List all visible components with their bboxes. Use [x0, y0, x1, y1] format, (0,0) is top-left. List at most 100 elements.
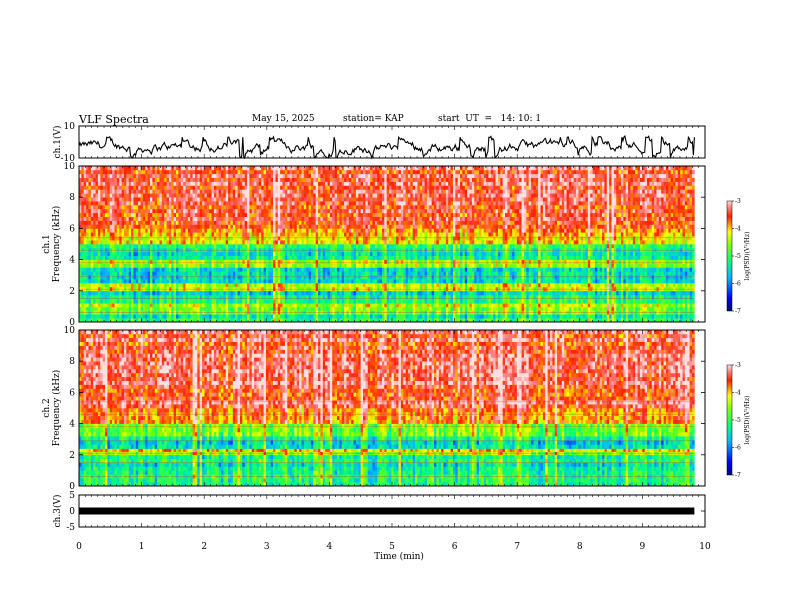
ch1-spectrogram-cell: [536, 307, 539, 311]
ch1-spectrogram-cell: [692, 291, 695, 295]
ch1-spectrogram-cell: [661, 303, 664, 307]
ch1-spectrogram-cell: [81, 260, 84, 264]
ch1-spectrogram-cell: [131, 307, 134, 311]
ch1-spectrogram-cell: [214, 264, 217, 268]
ch1-spectrogram-cell: [193, 283, 196, 287]
ch1-spectrogram-cell: [441, 264, 444, 268]
ch1-spectrogram-cell: [380, 271, 383, 275]
ch1-spectrogram-cell: [514, 307, 517, 311]
ch1-spectrogram-cell: [638, 267, 641, 271]
ch1-spectrogram-cell: [656, 307, 659, 311]
ch1-spectrogram-cell: [100, 256, 103, 260]
ch1-spectrogram-cell: [297, 267, 300, 271]
ch1-spectrogram-cell: [287, 283, 290, 287]
ch1-spectrogram-cell: [242, 256, 245, 260]
ch1-spectrogram-cell: [559, 314, 562, 318]
ch1-spectrogram-cell: [226, 279, 229, 283]
ch1-spectrogram-cell: [630, 303, 633, 307]
ch1-spectrogram-cell: [98, 256, 101, 260]
ch1-spectrogram-cell: [226, 303, 229, 307]
ch1-spectrogram-cell: [301, 283, 304, 287]
ch1-spectrogram-cell: [242, 291, 245, 295]
ch1-spectrogram-cell: [581, 303, 584, 307]
ch1-spectrogram-cell: [349, 303, 352, 307]
ch1-spectrogram-cell: [548, 314, 551, 318]
ch1-spectrogram-cell: [223, 299, 226, 303]
ch1-spectrogram-cell: [273, 283, 276, 287]
ch1-spectrogram-cell: [604, 303, 607, 307]
ch1-spectrogram-cell: [659, 275, 662, 279]
ch1-spectrogram-cell: [583, 267, 586, 271]
ch1-spectrogram-cell: [522, 314, 525, 318]
ch1-spectrogram-cell: [391, 264, 394, 268]
ch1-spectrogram-cell: [391, 279, 394, 283]
ch1-spectrogram-cell: [673, 307, 676, 311]
ch1-spectrogram-cell: [692, 279, 695, 283]
ch1-spectrogram-cell: [254, 307, 257, 311]
ch1-spectrogram-cell: [557, 283, 560, 287]
ch1-spectrogram-cell: [628, 279, 631, 283]
ch1-spectrogram-cell: [673, 271, 676, 275]
ch1-spectrogram-cell: [574, 267, 577, 271]
ch1-spectrogram-cell: [436, 271, 439, 275]
ch1-spectrogram-cell: [623, 303, 626, 307]
ch1-spectrogram-cell: [664, 264, 667, 268]
ch1-spectrogram-cell: [519, 283, 522, 287]
ch1-spectrogram-cell: [328, 279, 331, 283]
ch1-spectrogram-cell: [318, 256, 321, 260]
ch1-spectrogram-cell: [559, 291, 562, 295]
ch1-spectrogram-cell: [145, 299, 148, 303]
ch1-spectrogram-cell: [257, 275, 260, 279]
ch1-spectrogram-cell: [169, 264, 172, 268]
ch1-spectrogram-cell: [233, 279, 236, 283]
ch1-spectrogram-cell: [590, 279, 593, 283]
ch1-spectrogram-cell: [380, 307, 383, 311]
ch1-spectrogram-cell: [642, 283, 645, 287]
ch1-spectrogram-cell: [396, 307, 399, 311]
ch1-spectrogram-cell: [264, 256, 267, 260]
ch1-spectrogram-cell: [401, 279, 404, 283]
ch1-spectrogram-cell: [164, 264, 167, 268]
ch1-spectrogram-cell: [209, 256, 212, 260]
ch1-spectrogram-cell: [209, 275, 212, 279]
ch1-spectrogram-cell: [604, 271, 607, 275]
ch1-spectrogram-cell: [496, 307, 499, 311]
ch1-spectrogram-cell: [455, 260, 458, 264]
ch1-spectrogram-cell: [524, 260, 527, 264]
ch1-spectrogram-cell: [432, 307, 435, 311]
ch1-spectrogram-cell: [564, 314, 567, 318]
ch1-spectrogram-cell: [235, 279, 238, 283]
ch1-spectrogram-cell: [110, 299, 113, 303]
ch1-spectrogram-cell: [195, 307, 198, 311]
ch1-spectrogram-cell: [346, 271, 349, 275]
ch1-spectrogram-cell: [252, 267, 255, 271]
ch1-spectrogram-cell: [339, 256, 342, 260]
ch1-spectrogram-cell: [212, 260, 215, 264]
ch1-spectrogram-cell: [690, 291, 693, 295]
ch1-spectrogram-cell: [460, 283, 463, 287]
ch1-spectrogram-cell: [328, 260, 331, 264]
ch1-spectrogram-cell: [595, 303, 598, 307]
ch1-spectrogram-cell: [590, 307, 593, 311]
ch1-spectrogram-cell: [238, 303, 241, 307]
ch1-spectrogram-cell: [112, 271, 115, 275]
ch1-spectrogram-cell: [318, 279, 321, 283]
ch1-spectrogram-cell: [261, 260, 264, 264]
ch1-spectrogram-cell: [115, 260, 118, 264]
ch1-spectrogram-cell: [174, 256, 177, 260]
ch1-spectrogram-cell: [98, 260, 101, 264]
ch1-spectrogram-cell: [297, 283, 300, 287]
ch1-spectrogram-cell: [550, 275, 553, 279]
ch1-spectrogram-cell: [481, 291, 484, 295]
ch1-spectrogram-cell: [259, 314, 262, 318]
ch1-spectrogram-cell: [273, 256, 276, 260]
ch1-spectrogram-cell: [226, 271, 229, 275]
ch1-spectrogram-cell: [590, 291, 593, 295]
ch1-spectrogram-cell: [271, 256, 274, 260]
ch1-spectrogram-cell: [692, 307, 695, 311]
ch1-spectrogram-cell: [169, 291, 172, 295]
ch1-spectrogram-cell: [290, 264, 293, 268]
ch1-spectrogram-cell: [91, 299, 94, 303]
ch1-spectrogram-cell: [219, 264, 222, 268]
ch1-spectrogram-cell: [325, 264, 328, 268]
